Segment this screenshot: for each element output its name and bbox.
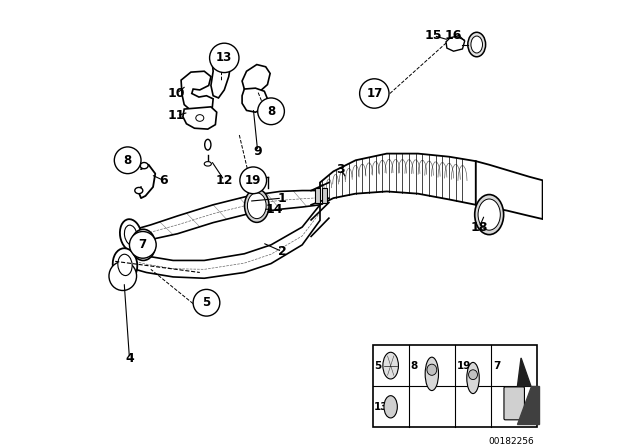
Ellipse shape	[113, 248, 138, 281]
Text: 5: 5	[202, 296, 211, 309]
Ellipse shape	[468, 32, 486, 57]
Text: 00182256: 00182256	[488, 437, 534, 446]
Circle shape	[209, 43, 239, 73]
Polygon shape	[322, 188, 327, 202]
Ellipse shape	[120, 219, 141, 251]
Polygon shape	[446, 36, 465, 51]
Text: 18: 18	[470, 220, 488, 233]
Ellipse shape	[478, 199, 500, 230]
Ellipse shape	[384, 396, 397, 418]
Circle shape	[193, 289, 220, 316]
Polygon shape	[242, 88, 268, 112]
Text: 8: 8	[124, 154, 132, 167]
Ellipse shape	[204, 162, 211, 166]
Polygon shape	[476, 161, 543, 219]
Ellipse shape	[471, 36, 483, 53]
Ellipse shape	[248, 193, 266, 219]
Ellipse shape	[118, 254, 132, 276]
Text: 12: 12	[216, 174, 233, 187]
Text: 16: 16	[445, 29, 462, 42]
Ellipse shape	[468, 370, 477, 379]
Polygon shape	[135, 205, 320, 278]
Text: 14: 14	[266, 203, 284, 216]
Text: 8: 8	[410, 361, 418, 370]
Circle shape	[258, 98, 284, 125]
Ellipse shape	[427, 364, 436, 375]
FancyBboxPatch shape	[504, 387, 524, 420]
Text: 13: 13	[374, 402, 388, 412]
Ellipse shape	[205, 139, 211, 150]
Polygon shape	[315, 188, 321, 202]
Text: 6: 6	[159, 174, 168, 187]
Polygon shape	[183, 107, 217, 129]
Text: 8: 8	[267, 105, 275, 118]
Circle shape	[129, 232, 156, 258]
Circle shape	[115, 147, 141, 174]
Ellipse shape	[196, 115, 204, 121]
Ellipse shape	[109, 262, 136, 290]
Text: 19: 19	[245, 174, 261, 187]
Polygon shape	[135, 190, 320, 243]
Text: 5: 5	[374, 361, 381, 370]
Text: 7: 7	[139, 238, 147, 251]
Text: 11: 11	[168, 109, 186, 122]
Ellipse shape	[244, 189, 269, 222]
Ellipse shape	[140, 163, 148, 169]
Text: 3: 3	[336, 163, 344, 176]
Polygon shape	[518, 386, 539, 424]
Polygon shape	[211, 54, 231, 98]
Text: 9: 9	[253, 145, 262, 158]
Ellipse shape	[137, 237, 150, 253]
Circle shape	[360, 79, 389, 108]
Text: 17: 17	[366, 87, 383, 100]
Text: 15: 15	[425, 29, 442, 42]
Ellipse shape	[475, 194, 504, 235]
Polygon shape	[320, 154, 476, 205]
Ellipse shape	[467, 362, 479, 393]
Ellipse shape	[383, 352, 399, 379]
Text: 2: 2	[278, 245, 287, 258]
FancyBboxPatch shape	[372, 345, 537, 427]
Ellipse shape	[131, 229, 156, 260]
Text: 10: 10	[168, 87, 186, 100]
Text: 13: 13	[216, 52, 232, 65]
Circle shape	[240, 167, 267, 194]
Text: 7: 7	[493, 361, 500, 370]
Polygon shape	[242, 65, 270, 93]
Text: 19: 19	[456, 361, 471, 370]
Polygon shape	[518, 358, 531, 386]
Ellipse shape	[135, 187, 143, 194]
Ellipse shape	[425, 357, 438, 391]
Polygon shape	[181, 71, 213, 112]
Text: 4: 4	[125, 352, 134, 365]
Text: 1: 1	[278, 192, 287, 205]
Ellipse shape	[124, 225, 137, 245]
